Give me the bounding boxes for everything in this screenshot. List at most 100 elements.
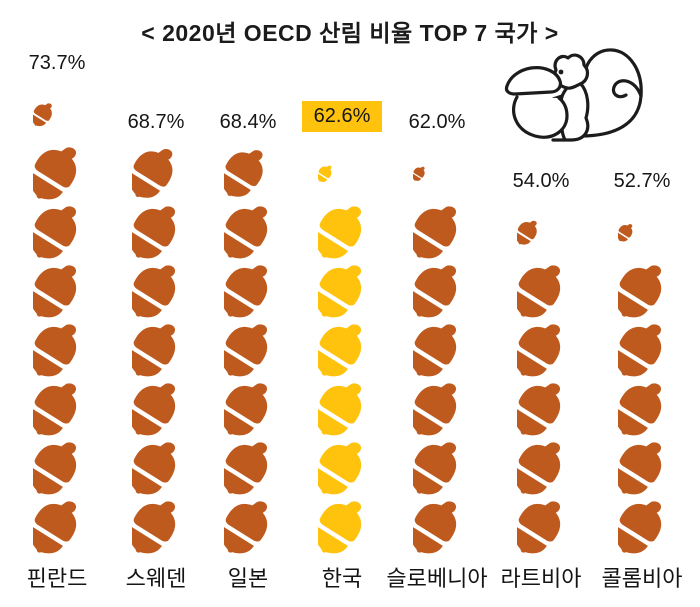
acorn-cell [33,378,81,437]
acorn-cell [618,260,666,319]
country-label-japan: 일본 [227,566,269,591]
country-label-korea: 한국 [321,566,363,591]
acorn-cell [618,378,666,437]
column-korea: 62.6% [295,101,389,555]
acorn-cell [318,496,366,555]
acorn-icon [618,324,662,377]
acorn-icon [33,442,77,495]
acorn-cell [33,201,81,260]
acorn-cell [224,319,272,378]
country-label-finland: 핀란드 [26,566,88,591]
acorn-icon [318,324,362,377]
acorn-icon [413,265,457,318]
acorn-icon [413,166,425,181]
acorn-icon [517,265,561,318]
acorn-icon [517,220,537,245]
partial-acorn-icon [132,145,177,201]
acorn-cell [413,437,461,496]
chart-title: < 2020년 OECD 산림 비율 TOP 7 국가 > [141,20,559,46]
acorn-cell [517,437,565,496]
acorn-cell [517,260,565,319]
value-label: 68.7% [127,111,185,133]
acorn-icon [413,383,457,436]
acorn-cell [318,378,366,437]
partial-acorn-icon [224,145,267,201]
acorn-icon [33,103,52,127]
acorn-cell [224,201,272,260]
acorn-icon [33,324,77,377]
acorn-cell [618,319,666,378]
acorn-icon [618,501,662,554]
acorn-cell [318,319,366,378]
partial-acorn-cell [618,201,666,260]
acorn-icon [318,265,362,318]
acorn-icon [132,149,173,198]
partial-acorn-cell [224,142,272,201]
acorn-icon [318,206,362,259]
acorn-cell [413,496,461,555]
acorn-icon [132,442,176,495]
acorn-cell [224,260,272,319]
acorn-icon [318,383,362,436]
value-label: 73.7% [28,52,86,74]
acorn-cell [132,437,180,496]
acorn-cell [413,378,461,437]
squirrel-with-acorn-illustration [504,48,643,142]
acorn-cell [224,496,272,555]
acorn-icon [413,442,457,495]
acorn-icon [224,501,268,554]
acorn-icon [33,501,77,554]
column-japan: 68.4% [201,111,295,555]
column-latvia: 54.0% [494,170,588,555]
column-finland: 73.7% [10,52,104,555]
acorn-cell [318,201,366,260]
partial-acorn-cell [413,142,461,201]
value-label: 62.0% [408,111,466,133]
acorn-icon [132,324,176,377]
value-label-highlighted: 62.6% [301,101,383,132]
acorn-icon [318,501,362,554]
country-label-sweden: 스웨덴 [125,566,187,591]
acorn-icon [224,265,268,318]
acorn-icon [517,324,561,377]
value-label: 54.0% [512,170,570,192]
acorn-icon [132,501,176,554]
partial-acorn-icon [413,145,426,201]
column-colombia: 52.7% [595,170,689,555]
category-axis: 핀란드 스웨덴 일본 한국 슬로베니아 라트비아 콜롬비아 [0,561,700,591]
acorn-icon [618,442,662,495]
acorn-cell [33,437,81,496]
acorn-icon [224,150,263,197]
acorn-icon [517,501,561,554]
acorn-cell [413,260,461,319]
acorn-cell [318,437,366,496]
partial-acorn-cell [132,142,180,201]
acorn-icon [33,206,77,259]
acorn-cell [132,496,180,555]
acorn-cell [517,319,565,378]
acorn-cell [132,319,180,378]
partial-acorn-icon [318,145,333,201]
acorn-icon [224,206,268,259]
acorn-cell [33,260,81,319]
acorn-icon [318,165,332,182]
acorn-cell [413,319,461,378]
acorn-cell [318,260,366,319]
acorn-cell [33,319,81,378]
acorn-icon [132,265,176,318]
acorn-cell [132,201,180,260]
acorn-icon [132,383,176,436]
acorn-icon [224,324,268,377]
acorn-icon [413,501,457,554]
acorn-icon [618,265,662,318]
acorn-cell [224,378,272,437]
partial-acorn-cell [517,201,565,260]
country-label-slovenia: 슬로베니아 [386,566,488,591]
country-label-colombia: 콜롬비아 [601,566,683,591]
acorn-icon [224,383,268,436]
acorn-cell [33,142,81,201]
acorn-icon [224,442,268,495]
country-label-latvia: 라트비아 [500,566,582,591]
partial-acorn-cell [33,83,81,142]
